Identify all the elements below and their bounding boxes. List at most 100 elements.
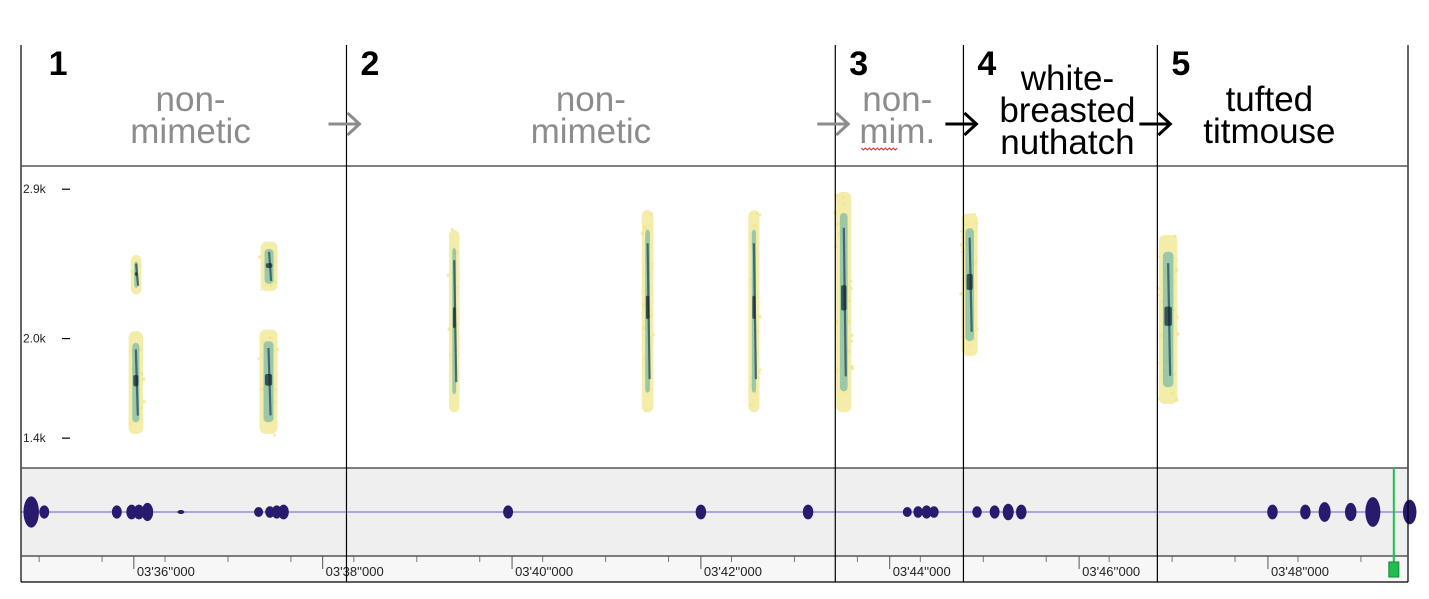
note-speckle <box>1176 259 1179 262</box>
note-core <box>264 374 273 386</box>
note-speckle <box>961 237 964 240</box>
playhead-handle <box>1388 561 1400 578</box>
note-speckle <box>642 326 647 331</box>
note-core <box>841 285 847 311</box>
spectrogram-plot <box>128 191 1180 437</box>
note-speckle <box>650 213 653 216</box>
waveform-burst <box>254 507 264 517</box>
note-speckle <box>260 387 264 391</box>
note-speckle <box>752 223 757 228</box>
note-speckle <box>1158 334 1163 338</box>
note-speckle <box>1174 268 1179 273</box>
note-speckle <box>849 286 853 290</box>
note-speckle <box>142 400 146 404</box>
note-segment2-3 <box>748 210 762 413</box>
segment-label-4: nuthatch <box>1000 123 1134 162</box>
note-speckle <box>446 273 450 277</box>
waveform-burst <box>278 504 289 520</box>
waveform-burst <box>902 507 912 517</box>
note-segment2-1 <box>446 227 460 413</box>
waveform-burst <box>177 510 185 514</box>
note-speckle <box>960 250 964 254</box>
arrow-head <box>835 111 851 137</box>
note-speckle <box>644 409 647 412</box>
note-speckle <box>841 195 845 199</box>
time-axis-background <box>21 556 1408 582</box>
waveform-burst <box>503 505 514 519</box>
background-bands <box>21 166 1408 582</box>
arrow-head <box>346 111 362 137</box>
note-speckle <box>640 231 645 236</box>
note-segment1-1 <box>128 331 146 434</box>
waveform-burst <box>1402 499 1417 525</box>
segment-label-1: mimetic <box>130 112 251 151</box>
note-speckle <box>140 346 143 349</box>
note-segment3-1 <box>833 191 854 413</box>
note-speckle <box>1173 234 1177 238</box>
note-speckle <box>846 349 851 354</box>
segment-label-2: mimetic <box>531 112 652 151</box>
note-speckle <box>959 242 964 247</box>
note-segment4-1 <box>959 212 979 356</box>
note-segment2-2 <box>640 210 655 413</box>
time-tick-label: 03'48''000 <box>1271 564 1329 579</box>
spellcheck-underline <box>860 147 898 151</box>
frequency-axis: 1.4k 2.0k 2.9k <box>23 182 70 445</box>
freq-tick-label: 2.0k <box>23 332 47 346</box>
note-speckle <box>140 418 143 421</box>
note-speckle <box>139 406 143 410</box>
time-tick-label: 03'42''000 <box>704 564 762 579</box>
waveform-burst <box>1300 504 1311 520</box>
note-speckle <box>1159 375 1162 378</box>
transition-arrow <box>1139 111 1173 137</box>
note-speckle <box>276 373 279 376</box>
note-speckle <box>140 372 144 376</box>
segment-label-1: non- <box>156 80 226 119</box>
note-core <box>134 272 138 276</box>
note-speckle <box>959 230 962 233</box>
note-speckle <box>1176 332 1180 336</box>
waveform-burst <box>921 505 932 519</box>
note-speckle <box>968 344 971 347</box>
note-speckle <box>1174 397 1179 402</box>
note-speckle <box>850 339 854 343</box>
note-speckle <box>756 329 760 334</box>
note-speckle <box>749 238 752 241</box>
note-speckle <box>643 225 647 230</box>
note-speckle <box>258 255 262 259</box>
note-speckle <box>1174 271 1177 274</box>
time-tick-label: 03'46''000 <box>1082 564 1140 579</box>
note-speckle <box>850 333 854 337</box>
playhead[interactable] <box>1388 468 1400 578</box>
note-speckle <box>456 286 460 290</box>
note-speckle <box>652 333 655 337</box>
note-speckle <box>275 392 278 395</box>
note-speckle <box>1174 279 1177 282</box>
note-speckle <box>257 357 260 360</box>
segment-label-3: mim. <box>859 112 935 151</box>
note-speckle <box>754 391 758 394</box>
note-speckle <box>650 265 654 269</box>
note-speckle <box>973 212 976 216</box>
waveform-burst <box>1365 497 1381 527</box>
note-speckle <box>964 223 968 227</box>
note-speckle <box>838 199 841 202</box>
note-speckle <box>1172 372 1176 376</box>
note-core <box>133 374 139 387</box>
waveform-burst <box>1344 502 1357 522</box>
note-speckle <box>276 347 280 351</box>
note-speckle <box>273 260 277 263</box>
note-speckle <box>450 227 454 232</box>
waveform-burst <box>39 505 50 519</box>
waveform-burst <box>111 505 122 519</box>
note-speckle <box>273 280 278 285</box>
note-speckle <box>269 284 273 287</box>
note-speckle <box>748 232 752 235</box>
note-speckle <box>1173 324 1175 327</box>
note-speckle <box>128 421 133 426</box>
time-tick-label: 03'36''000 <box>137 564 195 579</box>
note-core <box>452 307 456 329</box>
segment-label-4: white- <box>1020 59 1114 98</box>
waveform-burst <box>929 506 939 518</box>
